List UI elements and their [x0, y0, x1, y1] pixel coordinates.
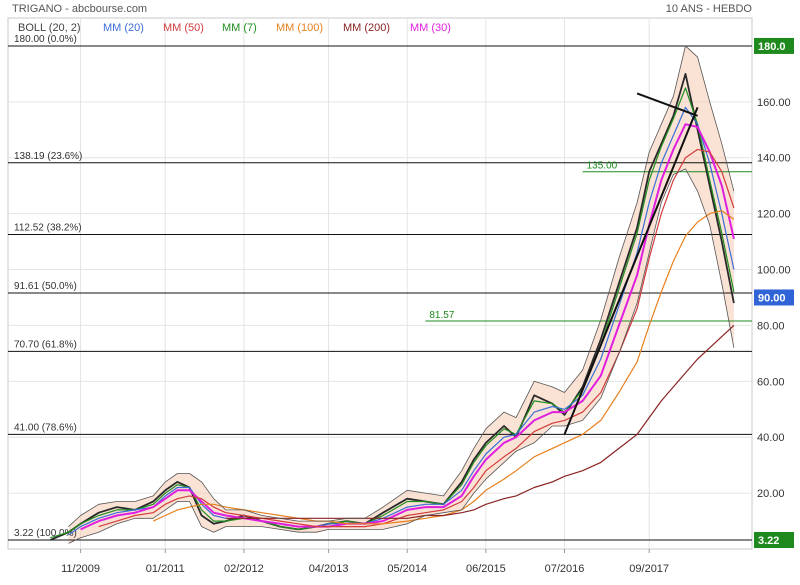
x-tick-label: 11/2009 [61, 563, 100, 575]
series-line-mm-20 [68, 106, 735, 536]
y-tick-label: 100.00 [757, 265, 791, 277]
x-tick-label: 07/2016 [545, 563, 585, 575]
legend: BOLL (20, 2) MM (20) MM (50) MM (7) MM (… [18, 22, 451, 34]
y-tick-label: 140.00 [757, 153, 791, 165]
plot-frame [7, 17, 753, 550]
price-badge [754, 532, 794, 549]
x-tick-label: 02/2012 [224, 563, 264, 575]
x-tick-label: 01/2011 [146, 563, 185, 575]
grid-layer [8, 18, 752, 549]
trendline-layer [563, 92, 699, 435]
annotation-label: 135.00 [587, 161, 618, 172]
y-tick-label: 40.00 [757, 432, 785, 444]
series-line-cours [49, 73, 735, 541]
y-tick-label: 60.00 [757, 376, 785, 388]
axis-layer: 20.00 40.00 60.00 80.00 100.00 120.00 140.00 16… [61, 97, 791, 575]
price-badge-label: 3.22 [758, 535, 779, 547]
fibonacci-level-label: 91.61 (50.0%) [14, 281, 77, 292]
price-badge-label: 90.00 [758, 292, 786, 304]
series-line-boll-20-2-sup [68, 45, 735, 527]
series-line-mm-200 [225, 324, 735, 519]
x-tick-label: 04/2013 [309, 563, 349, 575]
fibonacci-level-label: 3.22 (100.0%) [14, 528, 77, 539]
y-tick-label: 20.00 [757, 488, 785, 500]
x-tick-label: 05/2014 [387, 563, 427, 575]
legend-item-mm100: MM (100) [276, 22, 323, 34]
x-tick-label: 09/2017 [629, 563, 669, 575]
chart-title: TRIGANO - abcbourse.com [12, 3, 147, 15]
fibonacci-level-label: 41.00 (78.6%) [14, 422, 77, 433]
series-line-boll-20-2-inf [68, 168, 735, 544]
series-line-mm-50 [98, 148, 735, 528]
legend-item-mm50: MM (50) [163, 22, 204, 34]
y-tick-label: 80.00 [757, 320, 785, 332]
price-badge-label: 180.0 [758, 41, 786, 53]
fibonacci-level-label: 70.70 (61.8%) [14, 339, 77, 350]
series-line-mm-7 [50, 87, 735, 539]
y-tick-label: 160.00 [757, 97, 791, 109]
trendline [636, 92, 698, 117]
legend-item-boll: BOLL (20, 2) [18, 22, 81, 34]
fibonacci-level-label: 112.52 (38.2%) [14, 223, 82, 234]
trendline [563, 107, 699, 435]
fibonacci-level-label: 180.00 (0.0%) [14, 34, 77, 45]
legend-item-mm20: MM (20) [103, 22, 144, 34]
annotation-label: 81.57 [429, 310, 454, 321]
price-badge [754, 289, 794, 306]
fibonacci-layer: 180.00 (0.0%) 138.19 (23.6%) 112.52 (38.2%… [8, 34, 752, 541]
chart-period: 10 ANS - HEBDO [666, 3, 753, 15]
fibonacci-level-label: 138.19 (23.6%) [14, 151, 82, 162]
price-badge [754, 37, 794, 54]
legend-item-mm30: MM (30) [410, 22, 451, 34]
x-tick-label: 06/2015 [466, 563, 506, 575]
badge-layer: 180.0 90.00 3.22 [754, 37, 794, 549]
y-tick-label: 120.00 [757, 209, 791, 221]
legend-item-mm200: MM (200) [343, 22, 390, 34]
legend-item-mm7: MM (7) [222, 22, 257, 34]
